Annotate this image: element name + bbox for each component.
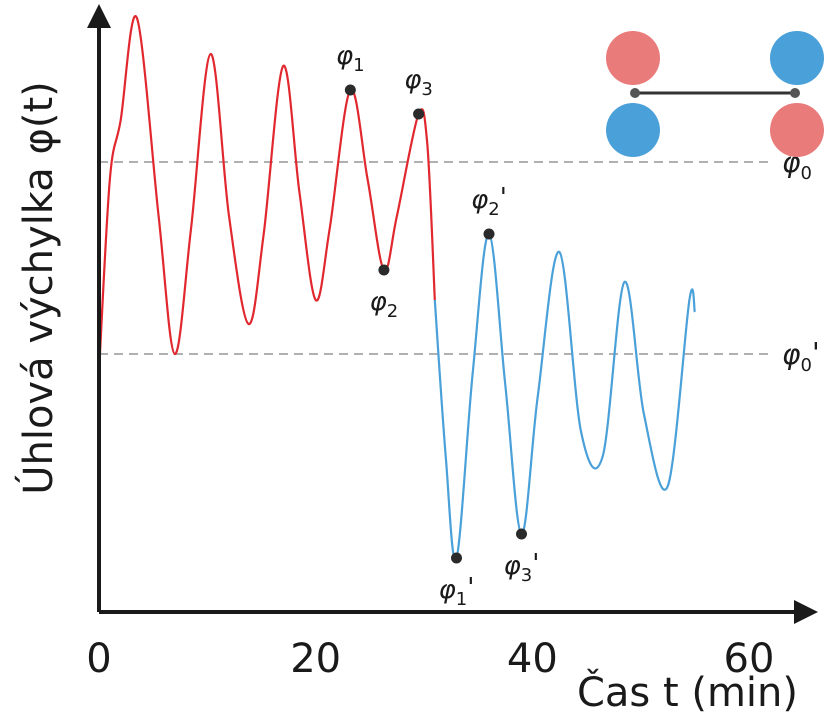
- icon-ball-top-right: [770, 31, 824, 85]
- data-series: [97, 15, 696, 561]
- x-tick-label: 20: [290, 636, 341, 682]
- y-axis-label: Úhlová výchylka φ(t): [14, 81, 62, 495]
- x-tick-label: 40: [507, 636, 558, 682]
- marker-label: φ2: [370, 287, 399, 322]
- marker-point: [483, 228, 495, 240]
- marker-point: [413, 108, 425, 120]
- icon-pivot-left: [630, 88, 640, 98]
- series-line: [97, 15, 436, 373]
- x-tick-labels: 0 20 40 60: [86, 636, 774, 682]
- marker-point: [451, 552, 462, 564]
- marker-label: φ1: [336, 41, 365, 76]
- dumbbell-pair-icon: [606, 31, 824, 157]
- markers: φ1 φ2 φ3 φ1' φ2' φ3': [336, 41, 539, 610]
- icon-ball-bottom-right: [770, 103, 824, 157]
- marker-label: φ1': [439, 573, 475, 610]
- x-tick-label: 60: [724, 636, 775, 682]
- x-axis-label: Čas t (min): [577, 668, 798, 716]
- icon-pivot-right: [790, 88, 800, 98]
- marker-point: [516, 528, 527, 540]
- marker-label: φ3: [404, 65, 433, 100]
- marker-label: φ3': [504, 549, 540, 586]
- marker-point: [378, 264, 390, 276]
- icon-ball-bottom-left: [606, 103, 660, 157]
- marker-label: φ2': [471, 183, 507, 220]
- marker-point: [344, 84, 356, 96]
- series-line: [433, 232, 696, 561]
- icon-ball-top-left: [606, 31, 660, 85]
- reference-line-label: φ0': [782, 336, 820, 376]
- x-tick-label: 0: [86, 636, 111, 682]
